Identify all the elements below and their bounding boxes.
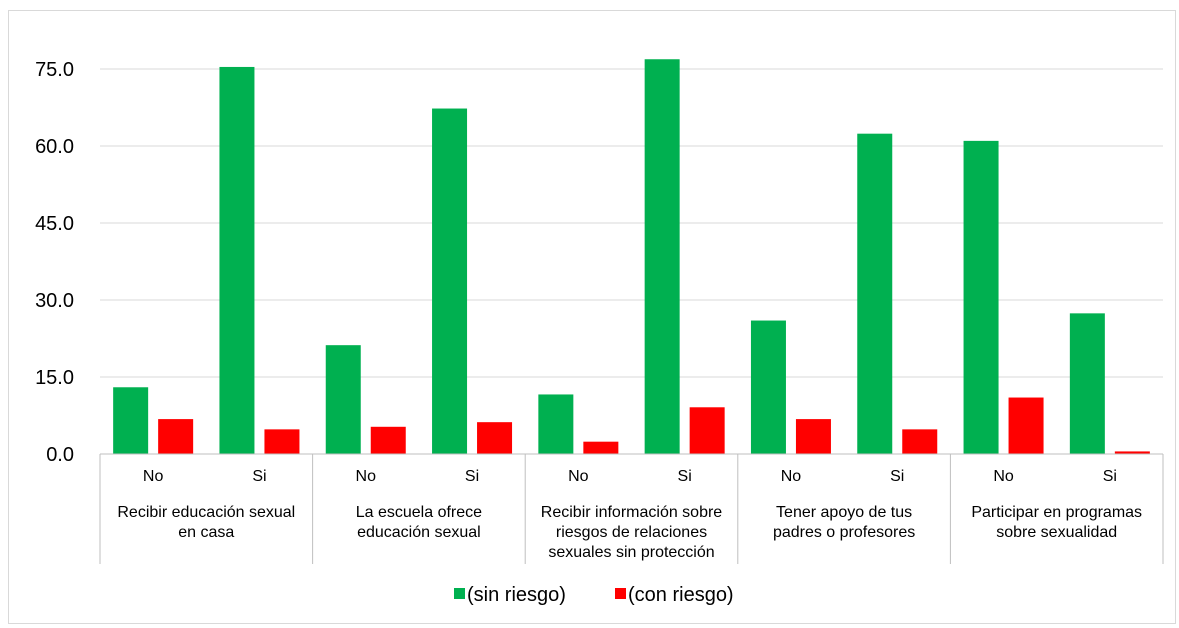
- x-group-label: sobre sexualidad: [996, 524, 1117, 541]
- x-axis: No Si No Si No Si No Si No Si Recibir educación se…: [99, 453, 1164, 564]
- x-category-label: Si: [1103, 468, 1117, 485]
- bar-con-riesgo: [264, 429, 300, 454]
- legend-swatch: [615, 588, 626, 599]
- x-category-label: No: [568, 468, 589, 485]
- bar-sin-riesgo: [644, 59, 680, 454]
- bar-sin-riesgo: [113, 387, 149, 454]
- bar-con-riesgo: [477, 422, 513, 454]
- bar-con-riesgo: [370, 426, 406, 454]
- y-axis-tick-labels: 0.0 15.0 30.0 45.0 60.0 75.0: [35, 59, 74, 466]
- x-category-label: Si: [678, 468, 692, 485]
- x-category-label: Si: [252, 468, 266, 485]
- x-category-label: No: [993, 468, 1014, 485]
- y-tick-label: 15.0: [35, 367, 74, 389]
- x-category-label: Si: [465, 468, 479, 485]
- x-group-label: Tener apoyo de tus: [776, 504, 912, 521]
- x-group-label: Recibir información sobre: [541, 504, 723, 521]
- bar-con-riesgo: [795, 419, 831, 454]
- x-category-label: No: [143, 468, 164, 485]
- y-tick-label: 0.0: [46, 444, 74, 466]
- x-category-label: Si: [890, 468, 904, 485]
- bar-con-riesgo: [689, 407, 725, 454]
- bar-sin-riesgo: [750, 320, 786, 454]
- bar-sin-riesgo: [857, 133, 893, 454]
- y-tick-label: 60.0: [35, 136, 74, 158]
- bar-sin-riesgo: [538, 394, 574, 454]
- x-group-label: padres o profesores: [773, 524, 915, 541]
- bar-sin-riesgo: [1069, 313, 1105, 454]
- bars: [113, 59, 1150, 455]
- bar-con-riesgo: [1114, 451, 1150, 454]
- y-tick-label: 45.0: [35, 213, 74, 235]
- legend: (sin riesgo) (con riesgo): [454, 584, 734, 606]
- bar-sin-riesgo: [963, 140, 999, 454]
- x-category-label: No: [781, 468, 802, 485]
- x-group-label: educación sexual: [357, 524, 481, 541]
- chart-frame: 0.0 15.0 30.0 45.0 60.0 75.0 No Si No Si No Si No Si…: [8, 10, 1176, 624]
- bar-con-riesgo: [158, 419, 194, 454]
- bar-con-riesgo: [1008, 397, 1044, 454]
- bar-sin-riesgo: [219, 66, 255, 455]
- x-group-label: Participar en programas: [971, 504, 1142, 521]
- bar-chart: 0.0 15.0 30.0 45.0 60.0 75.0 No Si No Si No Si No Si…: [35, 59, 1164, 606]
- x-group-label: La escuela ofrece: [356, 504, 482, 521]
- legend-label: (con riesgo): [628, 584, 734, 606]
- x-category-label: No: [356, 468, 377, 485]
- legend-swatch: [454, 588, 465, 599]
- bar-sin-riesgo: [432, 108, 468, 454]
- x-group-label: en casa: [178, 524, 234, 541]
- x-group-label: Recibir educación sexual: [117, 504, 295, 521]
- y-tick-label: 75.0: [35, 59, 74, 81]
- x-group-label: riesgos de relaciones: [556, 524, 707, 541]
- gridlines: [100, 68, 1163, 378]
- bar-sin-riesgo: [325, 345, 361, 454]
- bar-con-riesgo: [902, 429, 938, 454]
- y-tick-label: 30.0: [35, 290, 74, 312]
- bar-con-riesgo: [583, 441, 619, 454]
- legend-label: (sin riesgo): [467, 584, 566, 606]
- x-group-label: sexuales sin protección: [548, 544, 714, 561]
